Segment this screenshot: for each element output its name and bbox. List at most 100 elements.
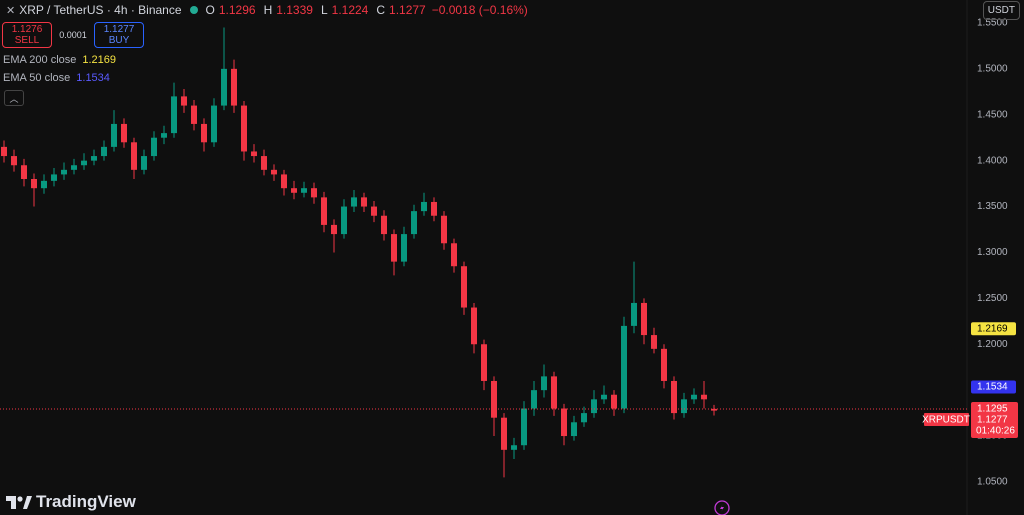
trade-panel: 1.1276 SELL 0.0001 1.1277 BUY [2, 22, 144, 48]
y-tick-label: 1.4500 [977, 109, 1008, 120]
candle-body [291, 188, 297, 193]
y-tick-label: 1.2000 [977, 339, 1008, 350]
candle-body [471, 307, 477, 345]
candle-body [181, 96, 187, 106]
sell-label: SELL [14, 35, 40, 46]
candle-body [621, 325, 627, 409]
candle-body [211, 105, 217, 143]
indicator-value: 1.1534 [76, 72, 110, 84]
candle-body [21, 165, 27, 180]
candle-body [391, 234, 397, 262]
candle-body [201, 123, 207, 143]
candle-body [511, 445, 517, 450]
candle-body [71, 165, 77, 170]
spread: 0.0001 [59, 30, 87, 40]
candle-body [601, 394, 607, 400]
candle-body [271, 169, 277, 175]
candle-body [11, 156, 17, 166]
ohlc-key: L [320, 3, 328, 17]
symbol-header: ✕ XRP / TetherUS · 4h · Binance O 1.1296 … [6, 2, 528, 18]
collapse-button[interactable]: ︿ [4, 90, 24, 106]
flash-icon[interactable] [714, 500, 730, 515]
ohlc-value: 1.1296 [218, 3, 256, 17]
candle-body [101, 146, 107, 157]
candle-body [451, 243, 457, 267]
candle-body [411, 211, 417, 235]
candle-body [591, 399, 597, 414]
market-status [189, 6, 198, 14]
candle-body [691, 394, 697, 400]
candle-body [81, 160, 87, 166]
candle-body [421, 201, 427, 212]
candle-body [661, 348, 667, 381]
symbol-tag: XRPUSDT [922, 415, 970, 426]
indicator-legend[interactable]: EMA 200 close 1.2169 [3, 54, 116, 66]
buy-price: 1.1277 [103, 24, 135, 35]
ohlc-value: 1.1339 [276, 3, 313, 17]
candle-body [571, 422, 577, 437]
candle-body [131, 142, 137, 170]
candle-body [481, 344, 487, 381]
indicator-legend[interactable]: EMA 50 close 1.1534 [3, 72, 110, 84]
countdown-label: 01:40:26 [976, 426, 1015, 437]
branding: TradingView [6, 492, 136, 512]
brand-name: TradingView [36, 492, 136, 511]
y-tick-label: 1.4000 [977, 155, 1008, 166]
y-tick-label: 1.5000 [977, 63, 1008, 74]
candle-body [51, 174, 57, 181]
candle-body [221, 68, 227, 106]
sell-button[interactable]: 1.1276 SELL [2, 22, 52, 48]
candle-body [631, 302, 637, 326]
candle-body [161, 133, 167, 138]
candle-body [41, 180, 47, 189]
candle-body [281, 174, 287, 189]
candle-body [521, 408, 527, 446]
candle-body [351, 197, 357, 207]
candle-body [381, 215, 387, 235]
candle-body [91, 156, 97, 161]
brand-logo [6, 496, 32, 509]
candle-body [61, 169, 67, 175]
candle-body [321, 197, 327, 225]
symbol-tag-bg [924, 412, 969, 426]
candle-body [111, 123, 117, 147]
candle-body [31, 179, 37, 189]
y-tick-label: 1.2500 [977, 293, 1008, 304]
symbol-title[interactable]: XRP / TetherUS · 4h · Binance [19, 3, 182, 17]
candle-body [191, 105, 197, 124]
candle-body [681, 399, 687, 414]
last-close-label: 1.1277 [977, 415, 1008, 426]
candle-body [241, 105, 247, 152]
ohlc-key: H [263, 3, 273, 17]
candle-body [561, 408, 567, 437]
candle-body [431, 201, 437, 216]
candle-body [701, 394, 707, 400]
ohlc-value: 1.1277 [389, 3, 426, 17]
candle-body [151, 137, 157, 157]
last-price-label: 1.1295 [977, 404, 1008, 415]
candle-body [401, 234, 407, 262]
candle-body [641, 302, 647, 336]
last-price-box [971, 401, 1018, 438]
candle-body [711, 408, 717, 411]
candle-body [261, 156, 267, 170]
candle-body [611, 394, 617, 409]
indicator-value: 1.2169 [82, 54, 117, 66]
candle-body [1, 146, 7, 157]
currency-button[interactable]: USDT [982, 1, 1020, 20]
candle-body [651, 335, 657, 349]
candle-body [331, 224, 337, 235]
y-tick-label: 1.3500 [977, 201, 1008, 212]
buy-button[interactable]: 1.1277 BUY [94, 22, 144, 48]
candle-body [371, 206, 377, 216]
candle-body [671, 380, 677, 414]
candle-body [581, 413, 587, 423]
candle-body [341, 206, 347, 235]
y-tick-label: 1.0500 [977, 477, 1008, 488]
indicator-name: EMA 200 close [3, 54, 77, 66]
close-icon[interactable]: ✕ [6, 4, 16, 17]
sell-price: 1.1276 [11, 24, 43, 35]
y-tick-label: 1.5500 [977, 18, 1008, 29]
